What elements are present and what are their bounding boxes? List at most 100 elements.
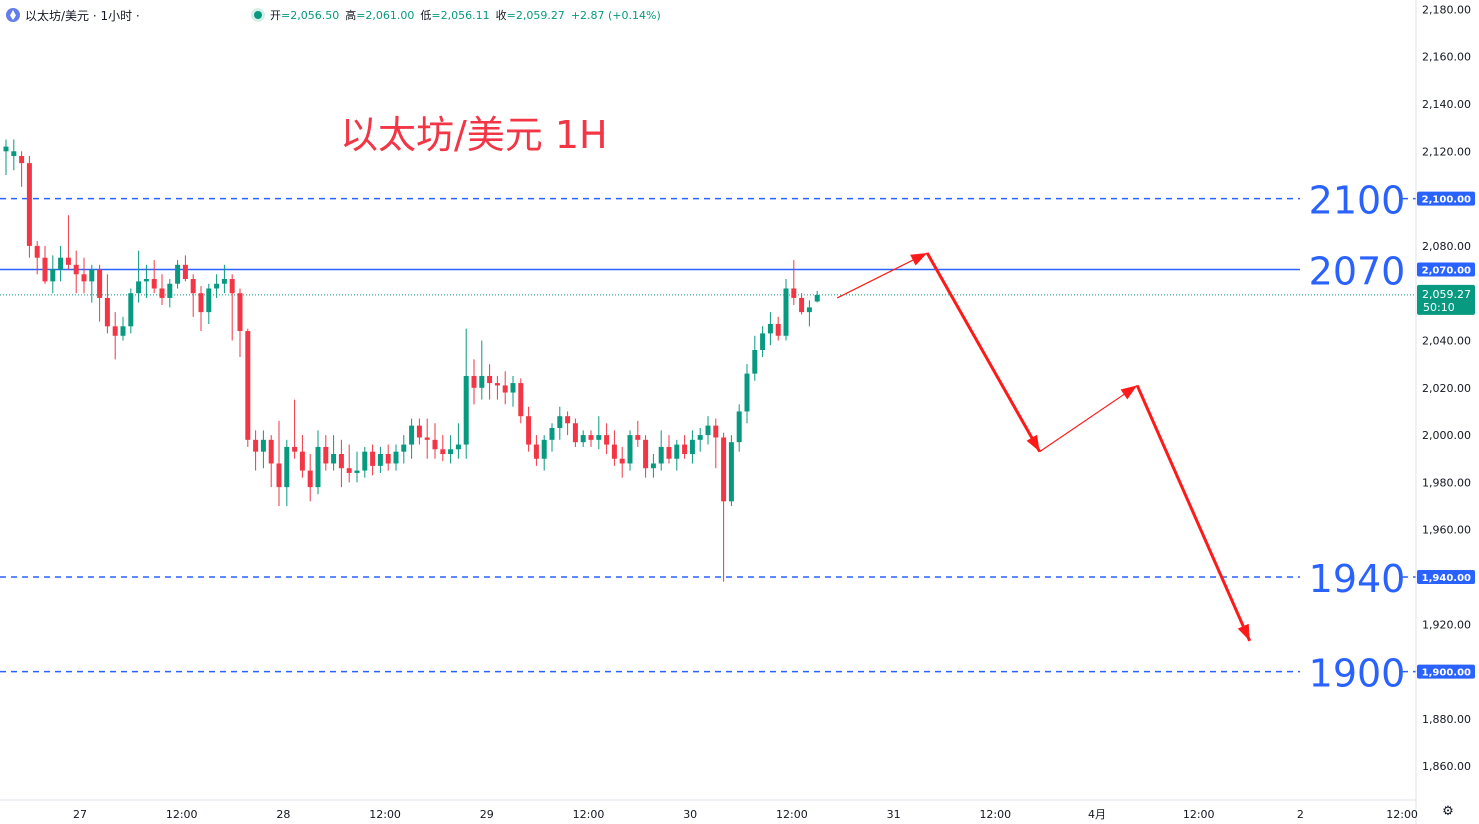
candle-body	[97, 269, 103, 298]
level-price-tag	[1417, 664, 1475, 679]
price-tick-label: 1,920.00	[1422, 618, 1471, 631]
last-price-countdown: 50:10	[1423, 301, 1455, 314]
candle-body	[604, 435, 610, 445]
candle-body	[650, 463, 656, 469]
level-label-2070: 2070	[1309, 250, 1406, 294]
candle-body	[42, 257, 48, 282]
time-tick-label: 12:00	[166, 808, 198, 821]
candle-body	[565, 416, 571, 424]
candle-body	[814, 294, 820, 302]
candle-body	[3, 146, 9, 152]
candle-body	[806, 307, 812, 313]
projection-path	[836, 252, 1252, 642]
projection-segment	[1039, 384, 1138, 453]
candle-body	[721, 437, 727, 502]
candle-body	[674, 444, 680, 459]
candle-body	[323, 446, 329, 464]
candle-body	[393, 451, 399, 464]
time-tick-label: 12:00	[776, 808, 808, 821]
candle-body	[689, 439, 695, 455]
time-tick-label: 30	[683, 808, 697, 821]
candle-body	[767, 323, 773, 334]
candle-body	[268, 439, 274, 464]
time-tick-label: 29	[480, 808, 494, 821]
price-tick-label: 2,120.00	[1422, 145, 1471, 158]
candle-body	[175, 264, 181, 284]
candle-body	[34, 245, 40, 258]
close-label: 收	[495, 9, 507, 22]
low-label: 低	[420, 9, 432, 22]
time-tick-label: 28	[276, 808, 290, 821]
candle-body	[19, 156, 25, 164]
candle-body	[73, 264, 79, 275]
candle-body	[65, 257, 71, 265]
candle-body	[752, 349, 758, 374]
candle-body	[89, 269, 95, 282]
candle-body	[58, 257, 64, 270]
candle-body	[713, 425, 719, 438]
ohlc-legend: 开 =2,056.50 高 =2,061.00 低 =2,056.11 收 =2,059…	[254, 6, 667, 24]
gear-icon[interactable]: ⚙	[1442, 804, 1454, 819]
candle-body	[479, 375, 485, 388]
candle-body	[744, 373, 750, 412]
candle-body	[705, 425, 711, 436]
price-axis[interactable]: 2,180.00 2,160.00 2,140.00 2,120.00 2,100.00…	[1415, 0, 1475, 824]
candle-body	[541, 439, 547, 459]
candle-body	[221, 279, 227, 284]
time-axis[interactable]: 27 12:00 28 12:00 29 12:00 30 12:00 31 12:00 4月 12:…	[0, 799, 1418, 821]
symbol-label[interactable]: 以太坊/美元 · 1小时 ·	[25, 8, 140, 23]
price-tick-label: 2,140.00	[1422, 98, 1471, 111]
level-label-1900: 1900	[1309, 652, 1406, 696]
candle-body	[494, 383, 500, 386]
symbol-header[interactable]: 以太坊/美元 · 1小时 ·	[6, 6, 140, 24]
candle-body	[26, 163, 32, 246]
candle-body	[775, 323, 781, 336]
price-tick-label: 1,880.00	[1422, 713, 1471, 726]
candle-body	[627, 435, 633, 464]
candle-body	[611, 444, 617, 459]
candle-body	[588, 435, 594, 440]
projection-segment	[925, 252, 1042, 453]
time-tick-label: 12:00	[573, 808, 605, 821]
low-value: =2,056.11	[431, 8, 490, 22]
candle-body	[11, 151, 17, 157]
candle-body	[502, 385, 508, 393]
candle-body	[315, 446, 321, 488]
time-tick-label: 27	[73, 808, 87, 821]
candle-body	[409, 425, 415, 445]
open-label: 开	[270, 9, 281, 22]
candle-body	[136, 281, 142, 294]
level-price-tag-label: 2,070.00	[1422, 266, 1471, 277]
candle-body	[377, 454, 383, 466]
time-tick-label: 12:00	[1386, 808, 1418, 821]
candle-body	[666, 446, 672, 459]
high-label: 高	[345, 9, 357, 22]
candle-body	[229, 279, 235, 294]
level-label-1940: 1940	[1309, 557, 1406, 601]
close-value: =2,059.27	[506, 8, 565, 22]
candle-body	[167, 283, 173, 298]
projection-segment	[1135, 384, 1252, 642]
level-price-tag-label: 2,100.00	[1422, 195, 1471, 206]
candle-body	[362, 451, 368, 471]
time-tick-label: 12:00	[979, 808, 1011, 821]
candle-body	[50, 269, 56, 282]
candle-body	[354, 470, 360, 473]
candle-body	[331, 454, 337, 464]
last-price-value: 2,059.27	[1422, 288, 1471, 301]
candle-body	[143, 279, 149, 282]
candle-body	[619, 458, 625, 464]
candle-body	[580, 435, 586, 443]
candle-body	[557, 416, 563, 429]
candle-body	[463, 375, 469, 445]
price-levels: 2100 2070 1940 1900	[0, 179, 1416, 696]
level-label-2100: 2100	[1309, 179, 1406, 223]
candle-body	[120, 326, 126, 336]
candle-body	[198, 293, 204, 313]
candle-body	[448, 449, 454, 455]
candle-body	[112, 326, 118, 336]
candle-body	[572, 423, 578, 443]
candle-body	[471, 375, 477, 388]
level-price-tag	[1417, 570, 1475, 584]
